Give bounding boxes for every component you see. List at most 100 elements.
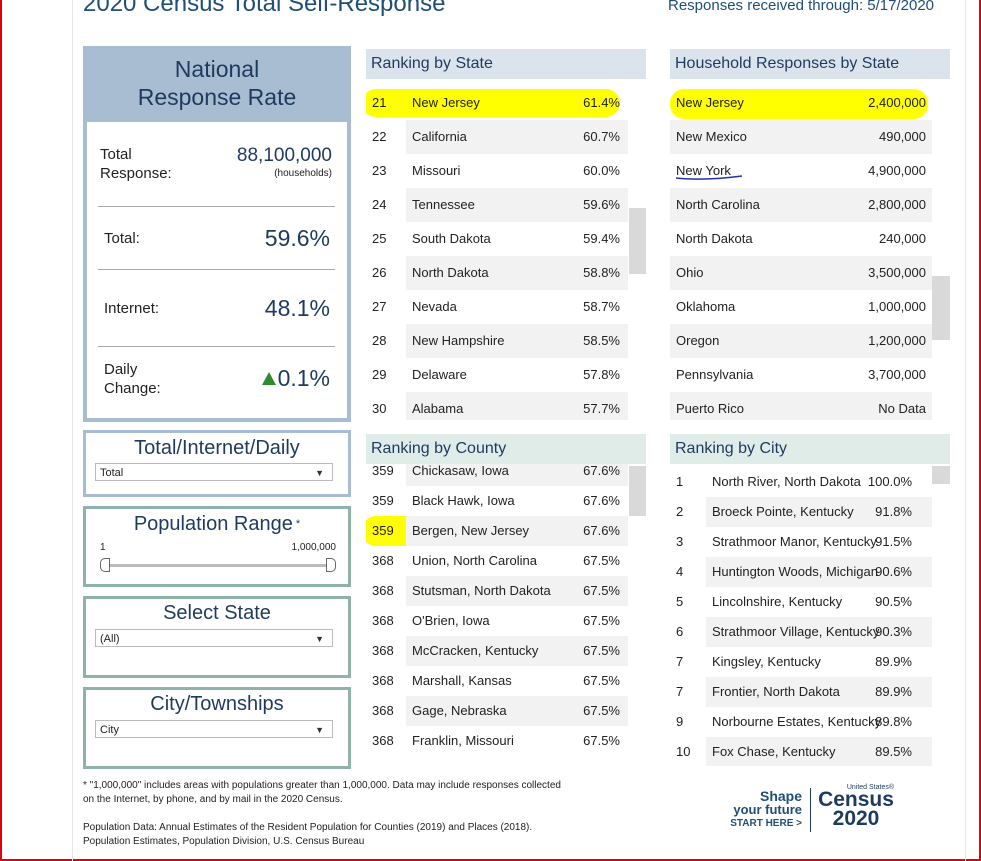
- state-name-cell: New York: [676, 163, 731, 178]
- pct-cell: 67.5%: [583, 703, 620, 718]
- scrollbar-thumb[interactable]: [629, 208, 646, 274]
- table-row[interactable]: 9 Norbourne Estates, Kentucky 89.8%: [670, 707, 932, 737]
- city-filter: City/Townships City ▼: [83, 687, 351, 769]
- rank-cell: 359: [372, 493, 394, 508]
- table-row[interactable]: Pennsylvania 3,700,000: [670, 358, 932, 392]
- household-value-cell: 1,000,000: [868, 299, 926, 314]
- pct-cell: 90.6%: [875, 564, 912, 579]
- total-response-unit: (households): [274, 168, 332, 179]
- household-value-cell: 490,000: [879, 129, 926, 144]
- table-row[interactable]: 22 California 60.7%: [366, 120, 628, 154]
- table-row[interactable]: 6 Strathmoor Village, Kentucky 90.3%: [670, 617, 932, 647]
- pct-cell: 57.8%: [583, 367, 620, 382]
- rank-cell: 30: [372, 401, 387, 416]
- table-row[interactable]: Oregon 1,200,000: [670, 324, 932, 358]
- table-row[interactable]: North Carolina 2,800,000: [670, 188, 932, 222]
- chevron-down-icon: ▼: [315, 634, 324, 644]
- table-row[interactable]: 368 Stutsman, North Dakota 67.5%: [366, 576, 628, 606]
- scrollbar-thumb[interactable]: [932, 466, 950, 484]
- table-row[interactable]: 10 Fox Chase, Kentucky 89.5%: [670, 737, 932, 766]
- pct-cell: 58.7%: [583, 299, 620, 314]
- name-cell: California: [412, 129, 467, 144]
- table-row[interactable]: 5 Lincolnshire, Kentucky 90.5%: [670, 587, 932, 617]
- rank-cell: 7: [676, 684, 684, 699]
- household-list: New Jersey 2,400,000 New Mexico 490,000 New …: [670, 86, 932, 420]
- table-row[interactable]: 23 Missouri 60.0%: [366, 154, 628, 188]
- range-slider-track[interactable]: [104, 564, 330, 567]
- name-cell: Lincolnshire, Kentucky: [712, 594, 843, 609]
- state-rank-header: Ranking by State: [366, 49, 646, 79]
- state-name-cell: North Dakota: [676, 231, 753, 246]
- table-row[interactable]: 24 Tennessee 59.6%: [366, 188, 628, 222]
- page-title: 2020 Census Total Self-Response: [83, 0, 446, 17]
- pct-cell: 58.8%: [583, 265, 620, 280]
- divider: [98, 206, 335, 207]
- shape-your-future-logo[interactable]: Shape your future START HERE >: [730, 788, 802, 829]
- table-row[interactable]: 7 Frontier, North Dakota 89.9%: [670, 677, 932, 707]
- table-row[interactable]: 25 South Dakota 59.4%: [366, 222, 628, 256]
- household-scrollbar[interactable]: [932, 86, 950, 420]
- name-cell: O'Brien, Iowa: [412, 613, 490, 628]
- table-row[interactable]: New York 4,900,000: [670, 154, 932, 188]
- table-row[interactable]: 368 Marshall, Kansas 67.5%: [366, 666, 628, 696]
- measure-dropdown[interactable]: Total ▼: [95, 463, 333, 481]
- city-rank-scrollbar[interactable]: [932, 464, 950, 766]
- daily-change: 0.1%: [190, 365, 330, 392]
- table-row[interactable]: 21 New Jersey 61.4%: [366, 86, 628, 120]
- table-row[interactable]: 27 Nevada 58.7%: [366, 290, 628, 324]
- row-stripe: [406, 696, 628, 726]
- table-row[interactable]: 4 Huntington Woods, Michigan 90.6%: [670, 557, 932, 587]
- table-row[interactable]: North Dakota 240,000: [670, 222, 932, 256]
- table-row[interactable]: 26 North Dakota 58.8%: [366, 256, 628, 290]
- logo-divider: [810, 788, 811, 832]
- table-row[interactable]: 359 Chickasaw, Iowa 67.6%: [366, 464, 628, 486]
- table-row[interactable]: Ohio 3,500,000: [670, 256, 932, 290]
- table-row[interactable]: Puerto Rico No Data: [670, 392, 932, 420]
- row-stripe: [406, 392, 628, 420]
- table-row[interactable]: 29 Delaware 57.8%: [366, 358, 628, 392]
- name-cell: Huntington Woods, Michigan: [712, 564, 878, 579]
- name-cell: Alabama: [412, 401, 464, 416]
- range-slider-max-handle[interactable]: [326, 558, 336, 572]
- population-range-title: Population Range *: [133, 513, 301, 535]
- county-rank-scrollbar[interactable]: [629, 464, 646, 766]
- table-row[interactable]: 359 Black Hawk, Iowa 67.6%: [366, 486, 628, 516]
- table-row[interactable]: 359 Bergen, New Jersey 67.6%: [366, 516, 628, 546]
- daily-change-label: Daily Change:: [104, 361, 161, 397]
- table-row[interactable]: 7 Kingsley, Kentucky 89.9%: [670, 647, 932, 677]
- table-row[interactable]: Oklahoma 1,000,000: [670, 290, 932, 324]
- row-stripe: [406, 120, 628, 154]
- rank-cell: 2: [676, 504, 684, 519]
- table-row[interactable]: 30 Alabama 57.7%: [366, 392, 628, 420]
- rank-cell: 368: [372, 733, 394, 748]
- rank-cell: 359: [372, 464, 394, 478]
- row-stripe: [406, 324, 628, 358]
- name-cell: Frontier, North Dakota: [712, 684, 840, 699]
- table-row[interactable]: New Jersey 2,400,000: [670, 86, 932, 120]
- rank-cell: 29: [372, 367, 387, 382]
- city-dropdown[interactable]: City ▼: [95, 720, 333, 738]
- table-row[interactable]: 3 Strathmoor Manor, Kentucky 91.5%: [670, 527, 932, 557]
- household-value-cell: 1,200,000: [868, 333, 926, 348]
- divider: [98, 346, 335, 347]
- state-dropdown[interactable]: (All) ▼: [95, 629, 333, 647]
- table-row[interactable]: 368 O'Brien, Iowa 67.5%: [366, 606, 628, 636]
- table-row[interactable]: 368 Franklin, Missouri 67.5%: [366, 726, 628, 756]
- name-cell: Kingsley, Kentucky: [712, 654, 821, 669]
- table-row[interactable]: 368 Gage, Nebraska 67.5%: [366, 696, 628, 726]
- total-response-value: 88,100,000: [236, 145, 332, 166]
- table-row[interactable]: 2 Broeck Pointe, Kentucky 91.8%: [670, 497, 932, 527]
- scrollbar-thumb[interactable]: [629, 466, 646, 516]
- pct-cell: 91.5%: [875, 534, 912, 549]
- pct-cell: 67.5%: [583, 673, 620, 688]
- table-row[interactable]: 368 McCracken, Kentucky 67.5%: [366, 636, 628, 666]
- table-row[interactable]: New Mexico 490,000: [670, 120, 932, 154]
- scrollbar-thumb[interactable]: [932, 276, 950, 340]
- state-rank-scrollbar[interactable]: [629, 86, 646, 420]
- name-cell: New Hampshire: [412, 333, 505, 348]
- table-row[interactable]: 28 New Hampshire 58.5%: [366, 324, 628, 358]
- range-slider-min-handle[interactable]: [100, 558, 110, 572]
- table-row[interactable]: 1 North River, North Dakota 100.0%: [670, 467, 932, 497]
- pop-max-label: 1,000,000: [291, 542, 337, 553]
- table-row[interactable]: 368 Union, North Carolina 67.5%: [366, 546, 628, 576]
